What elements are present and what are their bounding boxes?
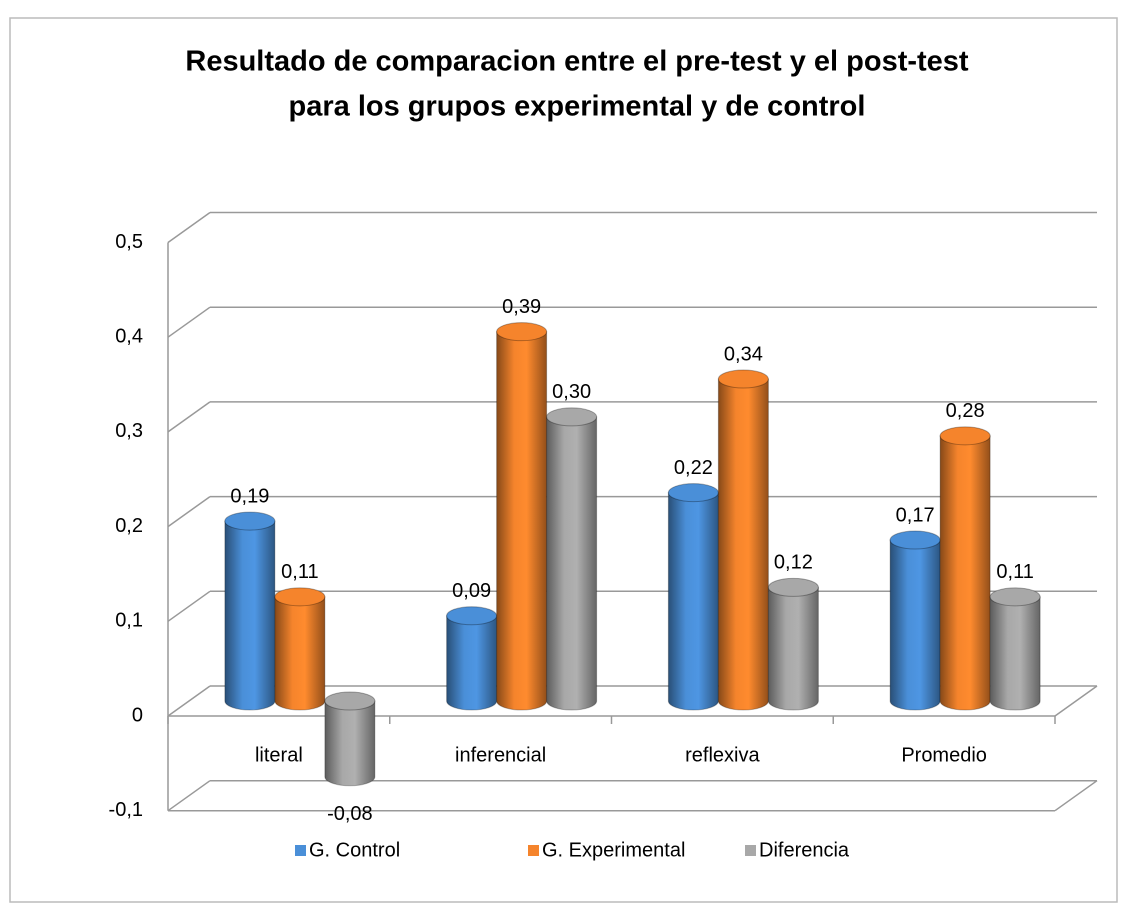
grid-diagonal bbox=[167, 495, 211, 528]
x-tick-label: Promedio bbox=[901, 744, 987, 766]
bar bbox=[446, 615, 498, 711]
floor-side bbox=[1054, 685, 1098, 717]
data-label: 0,12 bbox=[774, 552, 813, 574]
data-label: -0,08 bbox=[327, 803, 373, 825]
data-label: 0,11 bbox=[281, 561, 318, 583]
legend-label: Diferencia bbox=[759, 839, 850, 861]
floor-side bbox=[1054, 780, 1098, 812]
bar-top bbox=[546, 407, 598, 427]
bar bbox=[324, 700, 376, 787]
data-label: 0,30 bbox=[552, 381, 591, 403]
bar bbox=[546, 416, 598, 711]
chart-title: Resultado de comparacion entre el pre-te… bbox=[185, 46, 969, 78]
data-label: 0,19 bbox=[230, 485, 269, 507]
legend-swatch bbox=[745, 845, 756, 856]
data-label: 0,34 bbox=[724, 343, 763, 365]
x-tick-label: inferencial bbox=[455, 744, 546, 766]
y-tick-label: 0,2 bbox=[115, 515, 143, 537]
data-label: 0,22 bbox=[674, 457, 713, 479]
bar bbox=[274, 596, 326, 711]
grid-diagonal bbox=[167, 590, 211, 622]
data-label: 0,17 bbox=[896, 504, 935, 526]
bar-top bbox=[717, 369, 769, 389]
bar-top bbox=[446, 606, 498, 626]
bar bbox=[667, 492, 719, 711]
bar-top bbox=[324, 691, 376, 711]
data-label: 0,39 bbox=[502, 296, 541, 318]
grid-diagonal bbox=[167, 685, 211, 717]
data-label: 0,09 bbox=[452, 580, 491, 602]
grid-diagonal bbox=[167, 306, 211, 338]
y-tick-label: 0,3 bbox=[115, 420, 143, 442]
grid-diagonal bbox=[167, 780, 211, 812]
bar bbox=[889, 539, 941, 711]
data-label: 0,11 bbox=[996, 561, 1033, 583]
bar-top bbox=[274, 587, 326, 607]
bar bbox=[717, 378, 769, 711]
grid-diagonal bbox=[167, 211, 211, 244]
bar-top bbox=[667, 483, 719, 503]
bar-top bbox=[496, 322, 548, 342]
bar bbox=[939, 435, 991, 711]
bar-top bbox=[767, 577, 819, 597]
chart-subtitle: para los grupos experimental y de contro… bbox=[289, 91, 866, 123]
x-tick-label: reflexiva bbox=[685, 744, 760, 766]
bar bbox=[767, 586, 819, 711]
y-tick-label: -0,1 bbox=[109, 799, 143, 821]
y-tick-label: 0,5 bbox=[115, 231, 143, 253]
y-tick-label: 0,1 bbox=[115, 610, 143, 632]
y-tick-label: 0,4 bbox=[115, 325, 143, 347]
grid-diagonal bbox=[167, 401, 211, 433]
bar bbox=[989, 596, 1041, 711]
y-tick-label: 0 bbox=[132, 704, 143, 726]
x-tick-label: literal bbox=[255, 744, 303, 766]
legend-label: G. Control bbox=[309, 839, 400, 861]
bar bbox=[496, 331, 548, 711]
bar-top bbox=[989, 587, 1041, 607]
legend-swatch bbox=[295, 845, 306, 856]
bar-top bbox=[939, 426, 991, 446]
legend-swatch bbox=[528, 845, 539, 856]
bar-top bbox=[224, 511, 276, 531]
data-label: 0,28 bbox=[946, 400, 985, 422]
bar bbox=[224, 520, 276, 711]
bar-top bbox=[889, 530, 941, 550]
legend-label: G. Experimental bbox=[542, 839, 685, 861]
